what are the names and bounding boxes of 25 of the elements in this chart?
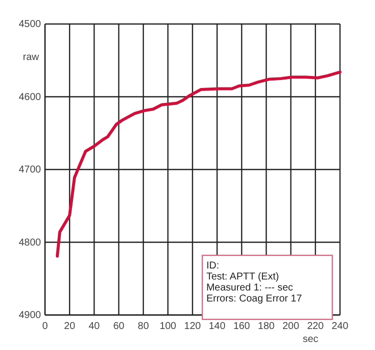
y-axis-title: raw bbox=[22, 52, 40, 63]
x-tick-label: 120 bbox=[184, 321, 202, 332]
x-tick-label: 100 bbox=[160, 321, 177, 332]
y-tick-label: 4600 bbox=[18, 92, 42, 103]
x-tick-label: 180 bbox=[258, 321, 276, 332]
annotation: Test: APTT (Ext) bbox=[206, 271, 279, 282]
x-axis-title: sec bbox=[302, 334, 318, 345]
x-tick-label: 20 bbox=[64, 321, 76, 332]
line-series bbox=[56, 70, 342, 258]
x-tick-label: 140 bbox=[208, 321, 226, 332]
y-tick-label: 4700 bbox=[18, 164, 42, 176]
y-tick-label: 4500 bbox=[18, 19, 42, 30]
annotation: Measured 1: --- sec bbox=[206, 282, 294, 294]
x-tick-label: 60 bbox=[113, 321, 125, 332]
annotation: ID: bbox=[206, 260, 220, 272]
x-tick-label: 80 bbox=[138, 321, 150, 332]
annotation: Errors: Coag Error 17 bbox=[206, 293, 302, 304]
x-tick-label: 160 bbox=[233, 321, 250, 332]
x-tick-label: 200 bbox=[282, 321, 300, 332]
x-tick-label: 240 bbox=[332, 321, 349, 332]
x-tick-label: 220 bbox=[307, 321, 324, 332]
x-tick-label: 0 bbox=[42, 321, 48, 332]
y-tick-label: 4900 bbox=[18, 310, 42, 321]
y-tick-label: 4800 bbox=[18, 237, 42, 248]
x-tick-label: 40 bbox=[88, 321, 100, 332]
